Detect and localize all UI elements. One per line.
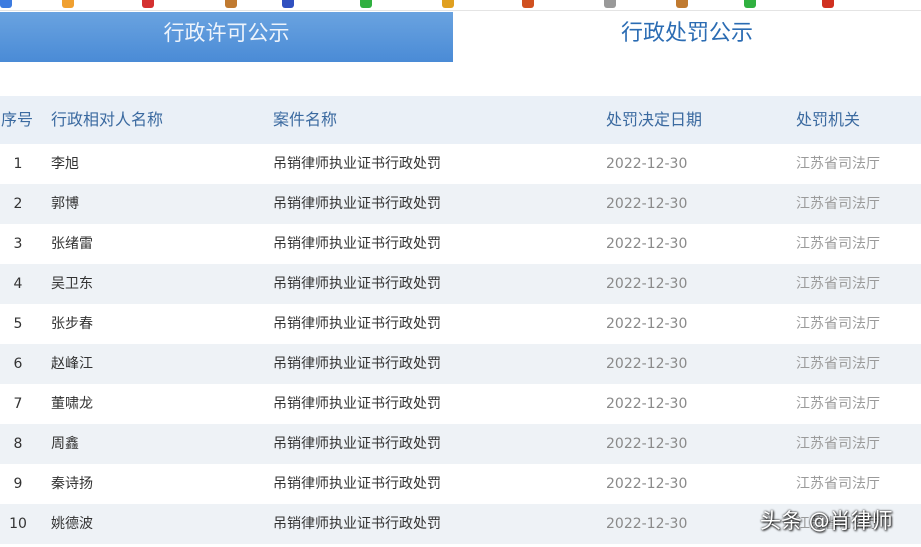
bookmark-icon	[604, 0, 616, 8]
tab[interactable]: 行政处罚公示	[620, 21, 753, 46]
table-cell: 9	[13, 476, 23, 492]
table-cell: 吊销律师执业证书行政处罚	[273, 276, 441, 292]
watermark: 头条 @肖律师	[760, 509, 893, 533]
table-cell: 秦诗扬	[51, 476, 93, 492]
table-header: 序号 行政相对人名称 案件名称 处罚决定日期 处罚机关	[0, 96, 921, 144]
tab[interactable]: 行政许可公示	[0, 12, 453, 62]
table-row[interactable]: 9 秦诗扬 吊销律师执业证书行政处罚 2022-12-30 江苏省司法厅	[0, 464, 921, 504]
table-cell: 2	[13, 196, 23, 212]
table-cell: 江苏省司法厅	[796, 436, 880, 452]
table-cell: 吊销律师执业证书行政处罚	[273, 196, 441, 212]
bookmark-icon	[282, 0, 294, 8]
table-cell: 张绪雷	[51, 236, 93, 252]
bookmark-icon	[0, 0, 12, 8]
table-row[interactable]: 10 姚德波 吊销律师执业证书行政处罚 2022-12-30 江苏省司法厅	[0, 504, 921, 544]
table-cell: 江苏省司法厅	[796, 396, 880, 412]
table-row[interactable]: 4 吴卫东 吊销律师执业证书行政处罚 2022-12-30 江苏省司法厅	[0, 264, 921, 304]
table-cell: 1	[13, 156, 23, 172]
table-cell: 江苏省司法厅	[796, 276, 880, 292]
table-row[interactable]: 3 张绪雷 吊销律师执业证书行政处罚 2022-12-30 江苏省司法厅	[0, 224, 921, 264]
bookmark-icon	[744, 0, 756, 8]
bookmark-bar	[0, 0, 921, 11]
table-cell: 2022-12-30	[606, 356, 688, 372]
table-cell: 2022-12-30	[606, 316, 688, 332]
bookmark-icon	[676, 0, 688, 8]
header-cell: 案件名称	[273, 110, 338, 129]
table-row[interactable]: 5 张步春 吊销律师执业证书行政处罚 2022-12-30 江苏省司法厅	[0, 304, 921, 344]
table-cell: 江苏省司法厅	[796, 196, 880, 212]
table-cell: 8	[13, 436, 23, 452]
table-cell: 4	[13, 276, 23, 292]
table-row[interactable]: 7 董啸龙 吊销律师执业证书行政处罚 2022-12-30 江苏省司法厅	[0, 384, 921, 424]
table-cell: 吊销律师执业证书行政处罚	[273, 476, 441, 492]
table-cell: 张步春	[51, 316, 93, 332]
table-row[interactable]: 2 郭博 吊销律师执业证书行政处罚 2022-12-30 江苏省司法厅	[0, 184, 921, 224]
table-cell: 江苏省司法厅	[796, 516, 880, 532]
bookmark-icon	[360, 0, 372, 8]
header-cell: 处罚决定日期	[606, 110, 703, 129]
table-cell: 2022-12-30	[606, 476, 688, 492]
table-cell: 周鑫	[51, 436, 79, 452]
table-cell: 董啸龙	[51, 396, 93, 412]
table-cell: 郭博	[51, 196, 79, 212]
bookmark-icon	[225, 0, 237, 8]
table-cell: 2022-12-30	[606, 436, 688, 452]
bookmark-icon	[522, 0, 534, 8]
table-cell: 7	[13, 396, 23, 412]
table-cell: 吴卫东	[51, 276, 93, 292]
bookmark-icon	[442, 0, 454, 8]
table-cell: 2022-12-30	[606, 156, 688, 172]
table-row[interactable]: 6 赵峰江 吊销律师执业证书行政处罚 2022-12-30 江苏省司法厅	[0, 344, 921, 384]
table-row[interactable]: 8 周鑫 吊销律师执业证书行政处罚 2022-12-30 江苏省司法厅	[0, 424, 921, 464]
header-cell: 处罚机关	[796, 110, 861, 129]
bookmark-icon	[142, 0, 154, 8]
table-cell: 吊销律师执业证书行政处罚	[273, 156, 441, 172]
table-cell: 吊销律师执业证书行政处罚	[273, 316, 441, 332]
table-cell: 吊销律师执业证书行政处罚	[273, 396, 441, 412]
table-cell: 姚德波	[51, 516, 93, 532]
header-cell: 序号	[0, 110, 33, 129]
table-cell: 江苏省司法厅	[796, 476, 880, 492]
table-cell: 吊销律师执业证书行政处罚	[273, 236, 441, 252]
table-cell: 李旭	[51, 156, 79, 172]
table-cell: 江苏省司法厅	[796, 356, 880, 372]
table-cell: 5	[13, 316, 23, 332]
table-cell: 赵峰江	[51, 356, 93, 372]
table-cell: 吊销律师执业证书行政处罚	[273, 356, 441, 372]
table-row[interactable]: 1 李旭 吊销律师执业证书行政处罚 2022-12-30 江苏省司法厅	[0, 144, 921, 184]
table-cell: 吊销律师执业证书行政处罚	[273, 436, 441, 452]
table-cell: 2022-12-30	[606, 196, 688, 212]
table-cell: 6	[13, 356, 23, 372]
table-cell: 2022-12-30	[606, 236, 688, 252]
table-cell: 江苏省司法厅	[796, 236, 880, 252]
table-cell: 2022-12-30	[606, 396, 688, 412]
table-cell: 2022-12-30	[606, 276, 688, 292]
table-cell: 2022-12-30	[606, 516, 688, 532]
bookmark-icon	[62, 0, 74, 8]
table-cell: 江苏省司法厅	[796, 316, 880, 332]
table-cell: 吊销律师执业证书行政处罚	[273, 516, 441, 532]
table-cell: 3	[13, 236, 23, 252]
table-cell: 江苏省司法厅	[796, 156, 880, 172]
header-cell: 行政相对人名称	[51, 110, 164, 129]
bookmark-icon	[822, 0, 834, 8]
table-cell: 10	[9, 516, 27, 532]
